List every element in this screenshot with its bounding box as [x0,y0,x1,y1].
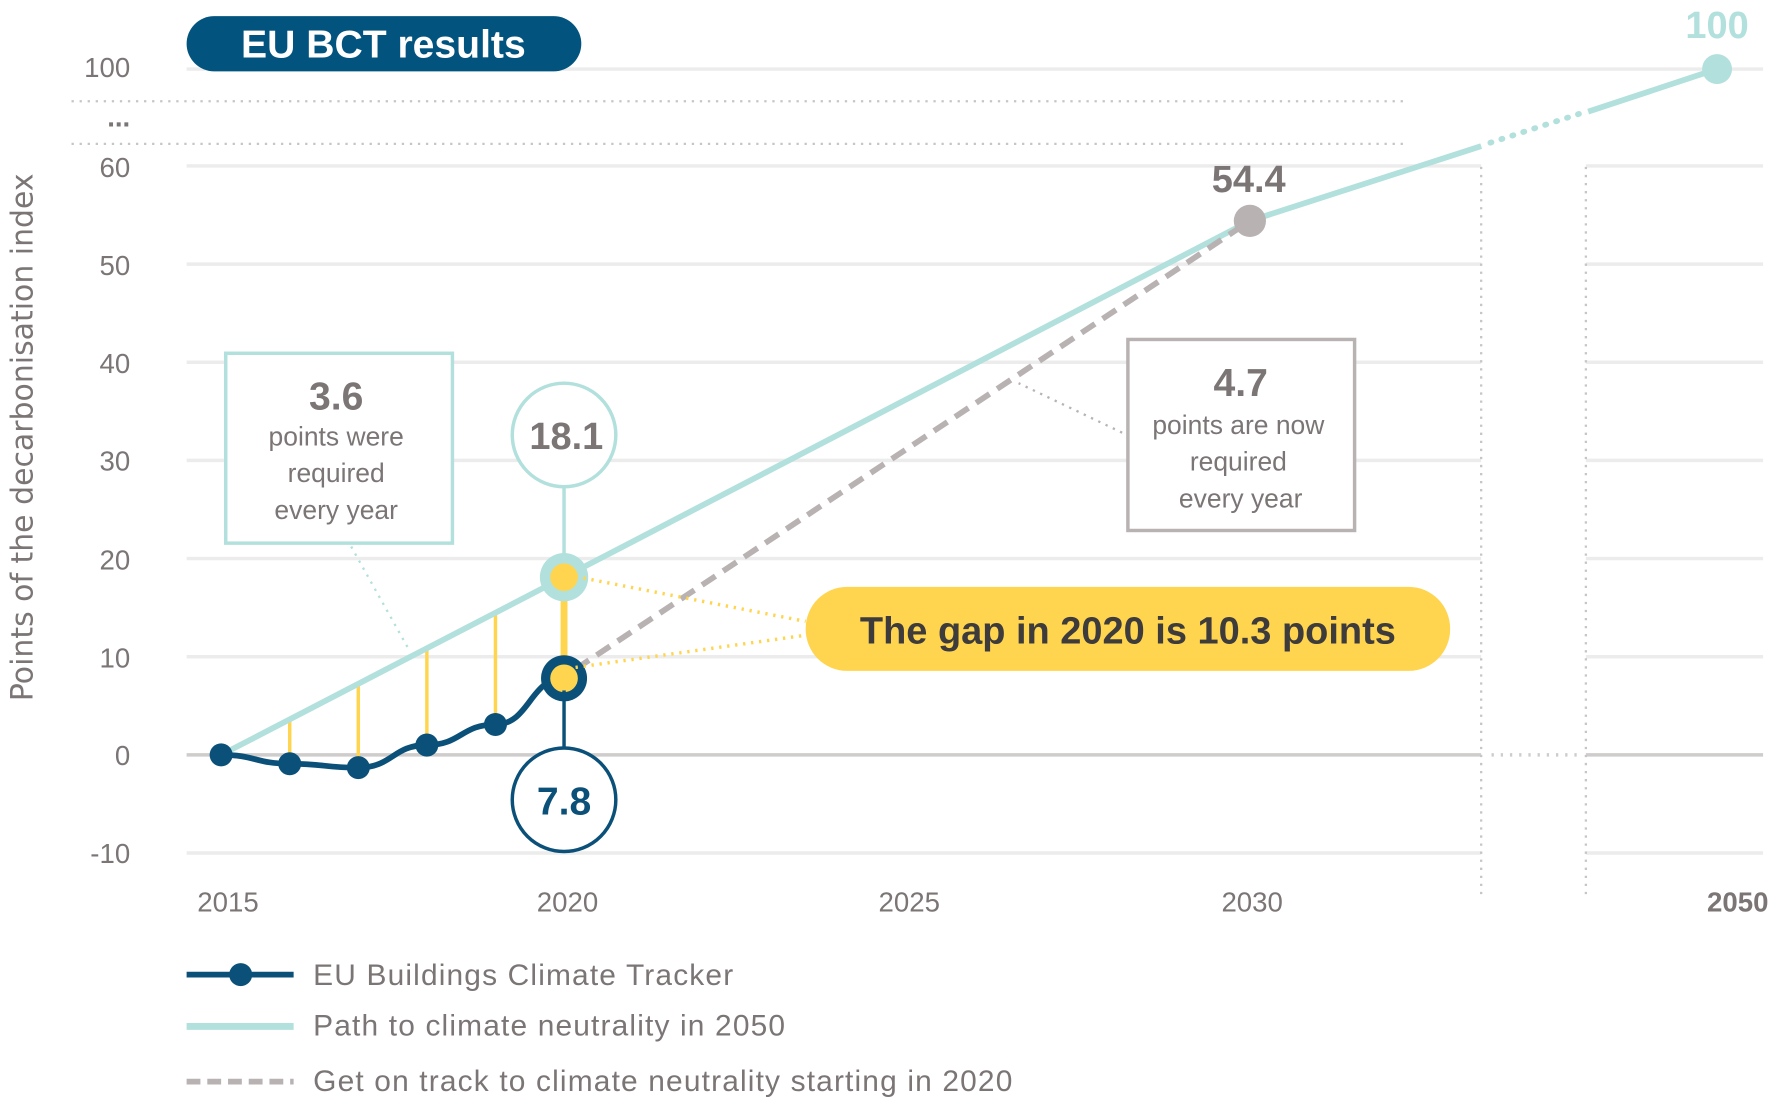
y-tick: 0 [115,740,130,771]
chart-title: EU BCT results [241,24,526,67]
legend-item-path: Path to climate neutrality in 2050 [186,1010,786,1043]
chart-marks [209,54,1733,780]
y-tick: 10 [99,642,130,673]
legend-label: Get on track to climate neutrality start… [313,1065,1013,1098]
y-tick: 30 [99,446,130,477]
y-axis-ticks: 100 ... 60 50 40 30 20 10 0 -10 [84,52,130,869]
data-label-2050: 100 [1685,5,1748,47]
data-label: 7.8 [537,781,591,824]
data-point-bct [415,733,439,757]
data-point-bct [209,743,233,767]
gap-annotation: The gap in 2020 is 10.3 points [575,574,1451,671]
y-tick: 50 [99,250,130,281]
title-badge: EU BCT results [186,16,582,72]
data-label-2030: 54.4 [1212,159,1286,201]
x-tick: 2020 [537,886,598,917]
callout-text: points were [269,421,404,451]
y-tick: 20 [99,545,130,576]
series-line-path-break [1487,111,1582,146]
gap-text: The gap in 2020 is 10.3 points [860,610,1396,652]
label-circle [510,381,618,489]
gap-connector [575,574,807,624]
callout-connector [1018,382,1123,434]
legend-label: EU Buildings Climate Tracker [313,959,734,992]
data-point-track-2030 [1233,204,1266,238]
x-tick: 2030 [1221,886,1282,917]
legend-marker [229,963,253,987]
y-tick: 100 [84,52,130,83]
data-point-bct [278,752,302,776]
callout-text: points are now [1152,410,1325,440]
gap-pill [805,586,1451,671]
callout-text: every year [274,495,398,525]
legend-label: Path to climate neutrality in 2050 [313,1010,786,1043]
label-bct-2020: 7.8 [510,690,618,854]
data-labels: 18.1 7.8 54.4 100 The gap in 2020 is 10.… [510,5,1749,854]
gap-marker-bottom [550,664,578,693]
data-point-bct [346,756,370,780]
data-point-bct [483,712,507,736]
y-axis-label: Points of the decarbonisation index [5,173,40,701]
y-tick-break: ... [107,102,130,133]
callout-text: every year [1179,483,1303,513]
data-point-path-2050 [1702,54,1733,85]
callout-text: required [288,458,385,488]
gap-connector [575,633,806,670]
callout-now: 4.7 points are now required every year [1018,337,1357,533]
x-tick: 2015 [197,886,258,917]
x-tick: 2025 [879,886,940,917]
series-line-path [1587,66,1718,115]
legend-item-track: Get on track to climate neutrality start… [186,1065,1013,1098]
x-axis-ticks: 2015 2020 2025 2030 2050 [197,886,1768,917]
label-path-2020: 18.1 [510,381,618,560]
gridlines [71,67,1764,898]
callout-box [224,351,455,545]
callout-before: 3.6 points were required every year [224,351,455,652]
legend-item-bct: EU Buildings Climate Tracker [186,959,734,992]
callout-box [1126,337,1357,533]
callout-text: required [1190,447,1287,477]
y-tick: -10 [90,838,130,869]
callout-value: 4.7 [1213,362,1267,405]
gap-marker-top [550,563,578,592]
y-tick: 60 [99,152,130,183]
label-circle [510,746,618,854]
series-line-track [573,218,1252,672]
callout-value: 3.6 [309,376,363,419]
callout-connector [350,546,411,652]
title-badge-bg [186,16,582,72]
legend: EU Buildings Climate Tracker Path to cli… [186,959,1013,1098]
y-tick: 40 [99,348,130,379]
x-tick: 2050 [1707,886,1768,917]
data-label: 18.1 [529,416,603,458]
series-line-path [219,143,1483,758]
